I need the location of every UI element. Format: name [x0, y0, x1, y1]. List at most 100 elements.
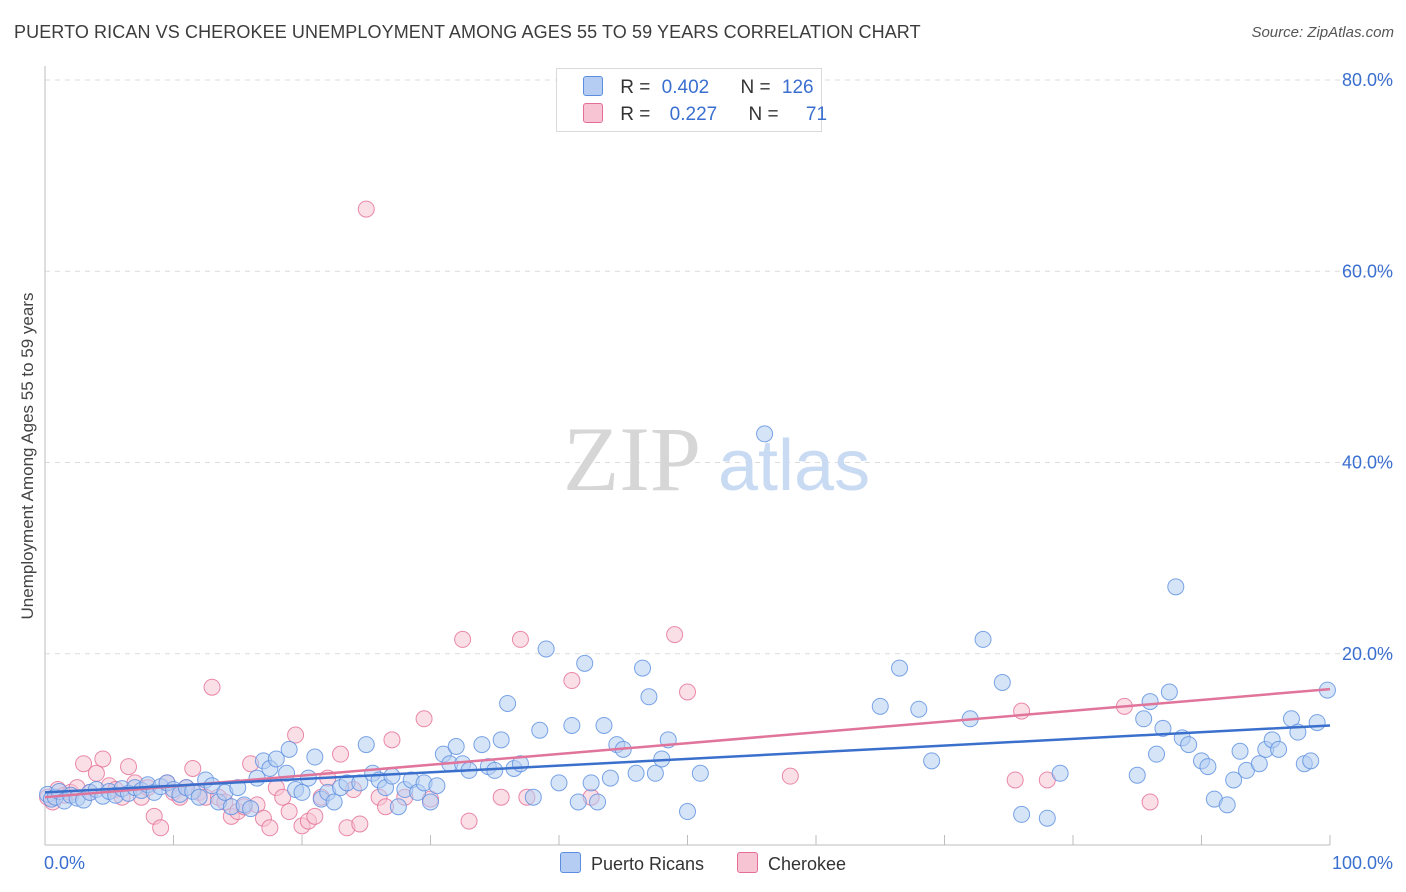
puerto-rican-point — [1199, 758, 1217, 776]
puerto-rican-point — [1160, 683, 1178, 701]
puerto-rican-point — [601, 769, 619, 787]
puerto-rican-point — [499, 694, 517, 712]
legend-swatch-pink — [583, 103, 603, 123]
axes — [44, 66, 1331, 846]
source-label: Source: ZipAtlas.com — [1251, 24, 1394, 41]
cherokee-point — [280, 803, 298, 821]
cherokee-point — [87, 764, 105, 782]
tick-labels: 20.0% 40.0% 60.0% 80.0% 0.0% 100.0% — [44, 70, 1393, 873]
puerto-rican-point — [524, 788, 542, 806]
legend-swatch-blue — [583, 76, 603, 96]
cherokee-point — [563, 672, 581, 690]
legend-r-label: R = — [620, 104, 651, 125]
legend-row-cherokee: R = 0.227 N = 71 — [583, 103, 827, 126]
puerto-rican-point — [589, 793, 607, 811]
cherokee-point — [679, 683, 696, 701]
grid-lines — [45, 79, 1392, 655]
y-axis-label: Unemployment Among Ages 55 to 59 years — [18, 292, 37, 620]
puerto-rican-point — [492, 731, 510, 749]
puerto-rican-point — [1270, 740, 1288, 758]
legend-item-cherokee: Cherokee — [737, 852, 846, 875]
puerto-rican-point — [242, 800, 260, 818]
legend-swatch-blue — [559, 852, 581, 873]
puerto-rican-point — [871, 697, 889, 715]
puerto-rican-point — [1250, 755, 1268, 773]
puerto-rican-point — [595, 716, 613, 734]
legend-r-value: 0.402 — [661, 77, 710, 98]
puerto-rican-trend-line — [44, 724, 1331, 794]
puerto-rican-point — [422, 793, 439, 811]
cherokee-point — [287, 726, 305, 744]
puerto-rican-point — [1308, 714, 1326, 732]
legend-label: Puerto Ricans — [590, 854, 704, 874]
puerto-rican-point — [1148, 745, 1166, 763]
puerto-rican-point — [563, 716, 581, 734]
puerto-rican-point — [383, 767, 401, 785]
puerto-rican-point — [923, 752, 941, 770]
puerto-rican-point — [306, 748, 324, 766]
puerto-rican-point — [974, 630, 992, 648]
puerto-rican-point — [634, 659, 652, 677]
puerto-rican-point — [473, 736, 491, 754]
puerto-rican-point — [1231, 742, 1249, 760]
puerto-rican-point — [357, 736, 375, 754]
cherokee-point — [492, 788, 510, 806]
cherokee-point — [120, 758, 138, 776]
puerto-rican-point — [1302, 752, 1320, 770]
puerto-rican-point — [428, 777, 446, 795]
puerto-rican-point — [325, 793, 343, 811]
puerto-rican-point — [293, 783, 311, 801]
puerto-rican-point — [190, 788, 208, 806]
puerto-rican-point — [640, 688, 658, 706]
watermark-zip: ZIP — [563, 408, 701, 510]
puerto-rican-point — [1135, 710, 1153, 728]
legend-swatch-pink — [737, 852, 759, 873]
cherokee-point — [511, 630, 529, 648]
legend-n-value: 71 — [805, 104, 828, 125]
cherokee-point — [306, 807, 324, 825]
cherokee-point — [94, 750, 112, 768]
cherokee-point — [152, 819, 170, 837]
watermark-atlas: atlas — [718, 426, 870, 506]
puerto-rican-point — [1218, 796, 1236, 814]
puerto-rican-point — [993, 673, 1011, 691]
y-tick-label: 80.0% — [1342, 70, 1393, 90]
cherokee-point — [1141, 793, 1159, 811]
puerto-rican-point — [1051, 764, 1069, 782]
trend-lines — [44, 687, 1331, 799]
cherokee-point — [357, 200, 375, 218]
chart-title: PUERTO RICAN VS CHEROKEE UNEMPLOYMENT AM… — [14, 22, 921, 42]
puerto-rican-point — [756, 425, 774, 443]
puerto-rican-point — [267, 750, 285, 768]
y-tick-label: 40.0% — [1342, 453, 1393, 473]
puerto-rican-point — [1167, 578, 1185, 596]
puerto-rican-point — [576, 654, 594, 672]
cherokee-point — [666, 626, 684, 644]
puerto-rican-point — [1225, 771, 1243, 789]
puerto-rican-point — [1128, 766, 1146, 784]
cherokee-point — [1006, 771, 1024, 789]
cherokee-point — [460, 812, 478, 830]
legend-r-value: 0.227 — [669, 104, 718, 125]
cherokee-point — [261, 819, 279, 837]
puerto-rican-point — [550, 774, 568, 792]
cherokee-point — [454, 630, 472, 648]
puerto-rican-point — [569, 793, 587, 811]
series-legend: Puerto Ricans Cherokee — [0, 852, 1406, 875]
puerto-rican-point — [627, 764, 645, 782]
puerto-rican-point — [1180, 736, 1198, 754]
cherokee-point — [781, 767, 799, 785]
legend-n-label: N = — [748, 104, 779, 125]
legend-r-label: R = — [620, 77, 651, 98]
watermark: ZIP atlas — [563, 408, 870, 510]
cherokee-trend-line — [44, 687, 1331, 799]
x-tick-label: 100.0% — [1332, 853, 1393, 873]
cherokee-point — [351, 815, 369, 833]
legend-item-puerto-ricans: Puerto Ricans — [559, 852, 704, 875]
cherokee-point — [203, 678, 221, 696]
puerto-rican-point — [891, 659, 909, 677]
puerto-rican-point — [691, 764, 709, 782]
puerto-rican-point — [1013, 805, 1031, 823]
y-tick-label: 20.0% — [1342, 644, 1393, 664]
